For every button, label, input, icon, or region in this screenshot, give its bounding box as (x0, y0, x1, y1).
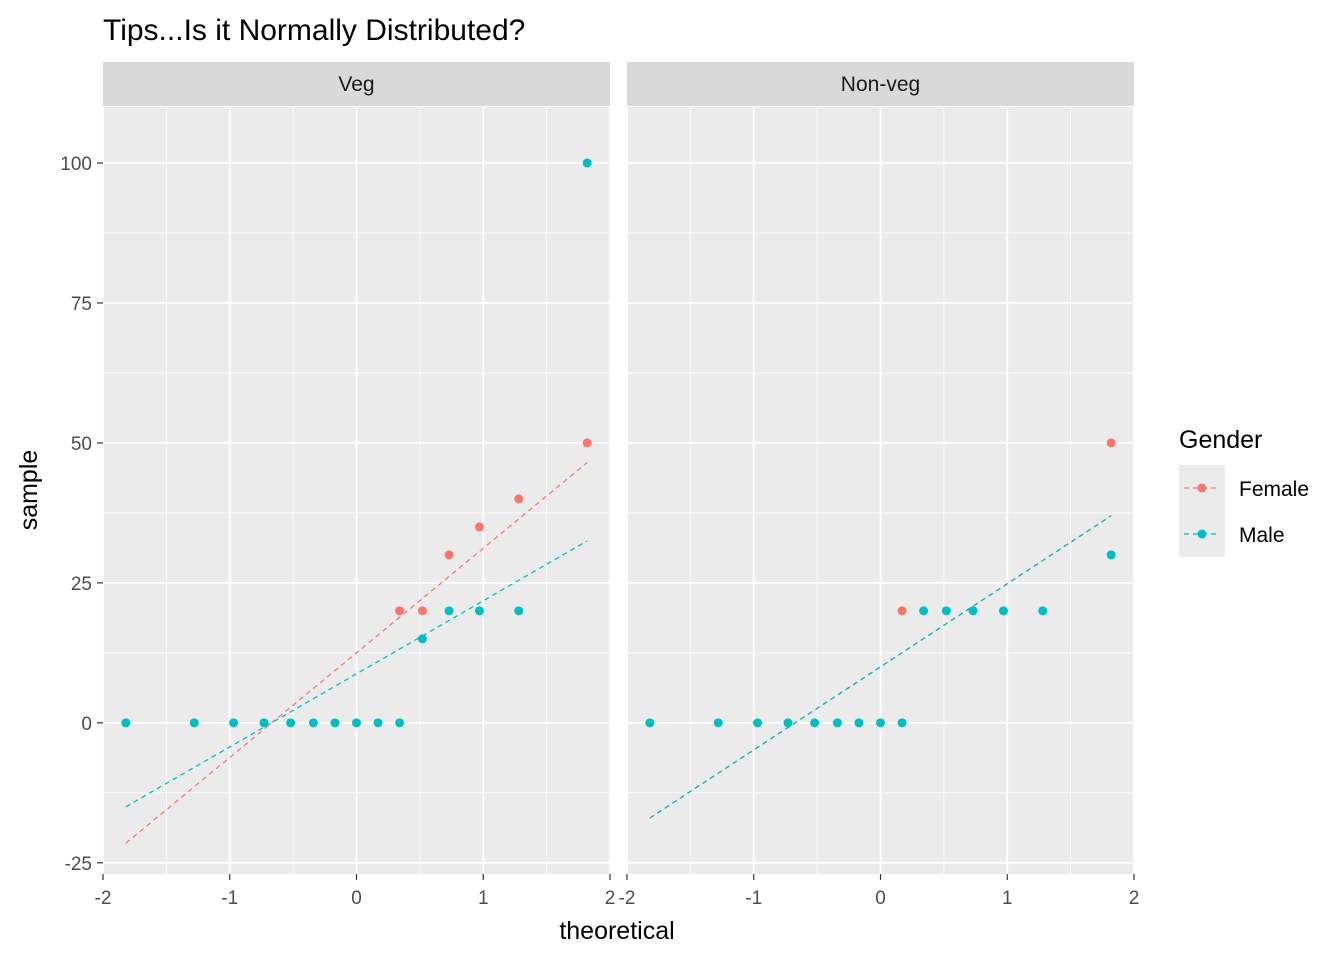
legend-label: Female (1239, 478, 1309, 501)
point-male (352, 718, 361, 728)
legend-point (1197, 483, 1207, 493)
point-male (876, 718, 885, 728)
point-male (783, 718, 793, 728)
point-male (308, 718, 318, 728)
y-tick-label: 50 (71, 434, 92, 455)
x-tick-label: 0 (875, 888, 886, 909)
y-tick-label: -25 (65, 854, 92, 875)
point-female (582, 438, 592, 448)
chart-title: Tips...Is it Normally Distributed? (103, 14, 525, 47)
point-male (229, 718, 239, 728)
legend-entry-male: Male (1179, 511, 1285, 557)
x-tick-label: 2 (1129, 888, 1140, 909)
point-male (810, 718, 820, 728)
point-male (395, 718, 405, 728)
facet-strip (103, 62, 610, 106)
point-male (968, 606, 978, 616)
point-male (417, 634, 427, 644)
point-male (753, 718, 763, 728)
facet-panels: Veg -2 -1 0 1 2 Non-veg -2 -1 0 1 2 (95, 62, 1140, 909)
y-tick-label: 75 (71, 294, 92, 315)
point-male (474, 606, 484, 616)
facet-label: Veg (338, 73, 374, 96)
y-axis: -25 0 25 50 75 100 (60, 154, 103, 875)
x-tick-label: 2 (605, 888, 616, 909)
y-axis-title: sample (15, 450, 43, 531)
point-female (1106, 438, 1116, 448)
qq-line-male (125, 540, 588, 808)
point-male (713, 718, 723, 728)
x-tick-label: 1 (1002, 888, 1013, 909)
panel-non-veg: Non-veg -2 -1 0 1 2 (619, 62, 1140, 909)
x-tick-label: 1 (478, 888, 489, 909)
point-male (514, 606, 524, 616)
legend-title: Gender (1179, 426, 1262, 454)
point-male (189, 718, 199, 728)
point-male (1106, 550, 1116, 560)
legend-label: Male (1239, 524, 1285, 547)
point-male (373, 718, 383, 728)
y-tick-label: 25 (71, 574, 92, 595)
point-male (941, 606, 951, 616)
point-female (474, 522, 484, 532)
point-female (395, 606, 405, 616)
point-female (444, 550, 454, 560)
point-male (259, 718, 269, 728)
x-tick-label: -1 (745, 888, 762, 909)
point-female (417, 606, 427, 616)
x-axis-title: theoretical (559, 917, 674, 945)
y-tick-label: 0 (81, 714, 92, 735)
x-tick-label: -2 (619, 888, 636, 909)
qq-line-male (649, 515, 1112, 819)
point-male (832, 718, 842, 728)
point-male (330, 718, 340, 728)
facet-label: Non-veg (841, 73, 920, 96)
point-male (121, 718, 131, 728)
legend-point (1197, 529, 1207, 539)
x-tick-label: 0 (351, 888, 362, 909)
point-male (998, 606, 1008, 616)
point-male (286, 718, 296, 728)
panel-veg: Veg -2 -1 0 1 2 (95, 62, 616, 909)
x-tick-label: -1 (221, 888, 238, 909)
point-male (444, 606, 454, 616)
point-male (582, 158, 592, 168)
point-male (919, 606, 929, 616)
point-male (1038, 606, 1048, 616)
facet-strip (627, 62, 1134, 106)
x-tick-label: -2 (95, 888, 112, 909)
point-male (854, 718, 864, 728)
point-female (514, 494, 524, 504)
legend-entry-female: Female (1179, 465, 1309, 511)
qq-line-female (125, 462, 588, 844)
y-tick-label: 100 (60, 154, 92, 175)
legend: Gender Female Male (1179, 426, 1309, 557)
point-male (645, 718, 655, 728)
point-male (897, 718, 907, 728)
point-female (897, 606, 907, 616)
